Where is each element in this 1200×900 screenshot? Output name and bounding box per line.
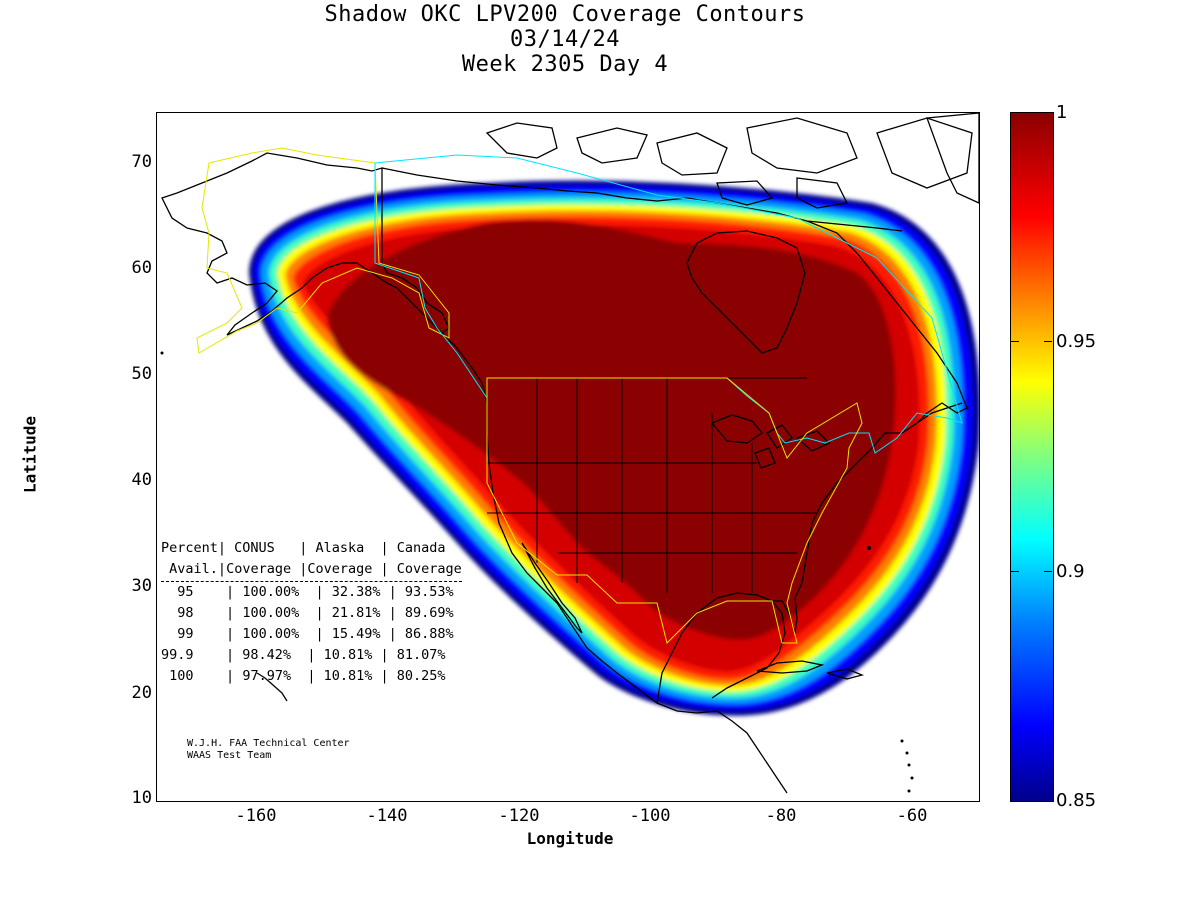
colorbar-tick-label: 1: [1056, 102, 1068, 123]
greenland: [926, 113, 979, 204]
coverage-stats-table: Percent| CONUS | Alaska | Canada Avail.|…: [161, 517, 462, 709]
chart-title: Shadow OKC LPV200 Coverage Contours: [324, 2, 806, 27]
table-header-row: Percent| CONUS | Alaska | Canada: [161, 540, 446, 557]
table-row: 99.9 | 98.42% | 10.81% | 81.07%: [161, 647, 446, 664]
caribbean-cuba: [756, 660, 865, 680]
table-row: 100 | 97.97% | 10.81% | 80.25%: [169, 668, 446, 685]
y-tick-label: 60: [131, 258, 152, 278]
region-boundaries: [196, 147, 963, 644]
map-plot-area: [156, 112, 980, 802]
central-america: [716, 710, 788, 794]
x-axis-label: Longitude: [526, 829, 614, 848]
y-tick-label: 50: [131, 364, 152, 384]
table-header-row: Avail.|Coverage |Coverage | Coverage: [161, 559, 462, 582]
gulf-of-mexico: [656, 592, 786, 704]
chart-date: 03/14/24: [510, 27, 620, 52]
island-dots: [160, 351, 914, 793]
coverage-map: [160, 113, 979, 794]
hawaii: [256, 672, 288, 702]
table-row: 99 | 100.00% | 15.49% | 86.88%: [177, 626, 454, 643]
x-tick-label: -140: [366, 806, 408, 826]
us-state-lines: [487, 377, 817, 593]
canada-arctic-coast: [381, 167, 903, 232]
credit-text: W.J.H. FAA Technical Center WAAS Test Te…: [187, 738, 350, 762]
table-row: 98 | 100.00% | 21.81% | 89.69%: [177, 604, 454, 621]
canada-boundary: [374, 154, 963, 454]
contour-band-100: [327, 220, 896, 640]
credit-line: WAAS Test Team: [187, 750, 272, 761]
table-row: 95 | 100.00% | 32.38% | 93.53%: [177, 583, 454, 600]
y-tick-label: 40: [131, 470, 152, 490]
x-tick-label: -100: [629, 806, 671, 826]
atlantic-coast: [801, 402, 963, 584]
great-lakes: [710, 414, 831, 469]
baja-california: [521, 542, 583, 634]
chart-week-day: Week 2305 Day 4: [461, 52, 669, 77]
labrador-coast: [806, 220, 968, 434]
x-tick-label: -160: [235, 806, 277, 826]
x-tick-label: -120: [498, 806, 540, 826]
alaska-coast: [161, 152, 450, 336]
y-tick-label: 30: [131, 576, 152, 596]
conus-boundary: [486, 377, 863, 644]
y-axis-label: Latitude: [20, 415, 40, 494]
credit-line: W.J.H. FAA Technical Center: [187, 738, 350, 749]
hudson-bay: [686, 230, 806, 354]
coverage-contours: [249, 180, 979, 716]
colorbar: [1010, 112, 1054, 802]
y-tick-label: 20: [131, 683, 152, 703]
y-tick-label: 70: [131, 152, 152, 172]
y-tick-label: 10: [131, 788, 152, 808]
arctic-islands: [485, 117, 973, 209]
colorbar-tick-label: 0.95: [1056, 331, 1097, 352]
x-tick-label: -60: [896, 806, 928, 826]
x-tick-label: -80: [765, 806, 797, 826]
colorbar-tick-label: 0.85: [1056, 790, 1097, 811]
alaska-boundary: [196, 147, 450, 354]
colorbar-tick-label: 0.9: [1056, 561, 1085, 582]
